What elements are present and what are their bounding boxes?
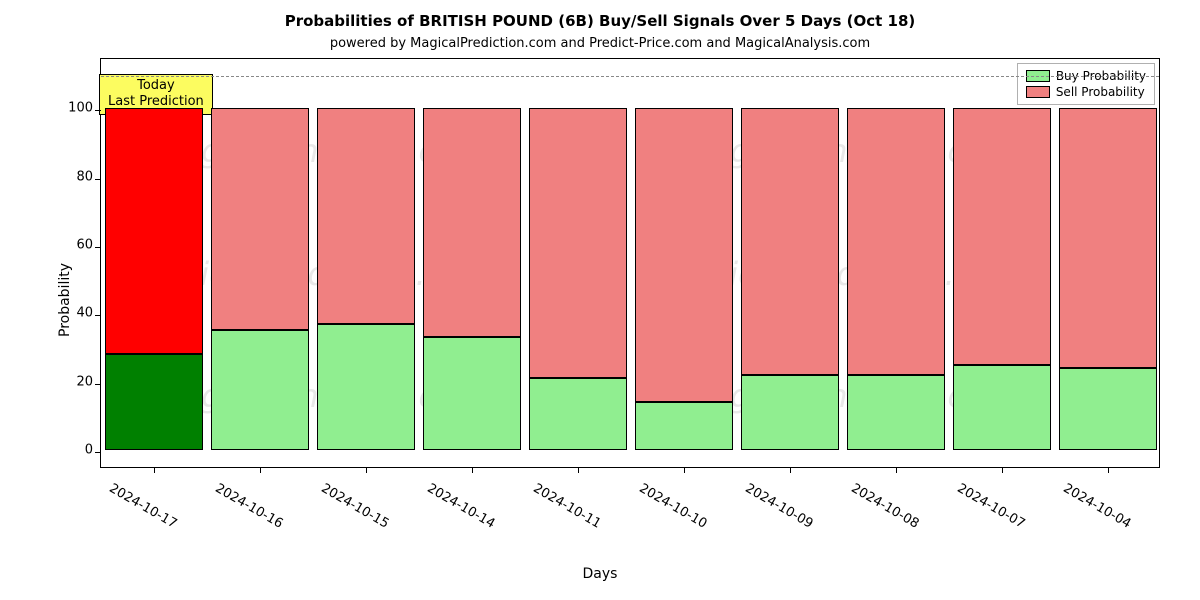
x-tick-mark	[154, 467, 155, 473]
bar-seg-sell	[741, 108, 839, 374]
x-tick-label: 2024-10-11	[531, 481, 604, 532]
bar-seg-sell	[847, 108, 945, 374]
bar-seg-sell	[635, 108, 733, 402]
x-tick-label: 2024-10-15	[319, 481, 392, 532]
x-tick-label: 2024-10-17	[107, 481, 180, 532]
bar-seg-buy	[847, 375, 945, 450]
y-tick-mark	[95, 179, 101, 180]
bar-seg-sell	[211, 108, 309, 330]
bar-stack	[741, 108, 839, 450]
chart-subtitle: powered by MagicalPrediction.com and Pre…	[0, 36, 1200, 51]
y-axis-label: Probability	[57, 263, 73, 337]
x-tick-mark	[578, 467, 579, 473]
x-tick-mark	[260, 467, 261, 473]
reference-line	[101, 76, 1159, 77]
legend-item-sell: Sell Probability	[1026, 84, 1146, 100]
bar-seg-sell	[317, 108, 415, 323]
legend-swatch-sell	[1026, 86, 1050, 98]
x-tick-label: 2024-10-14	[425, 481, 498, 532]
bar-stack	[211, 108, 309, 450]
bar-stack	[1059, 108, 1157, 450]
callout-line1: Today	[108, 78, 204, 94]
y-tick-label: 80	[76, 169, 93, 184]
y-tick-label: 0	[85, 442, 93, 457]
x-tick-mark	[790, 467, 791, 473]
plot-area: Buy Probability Sell Probability Today L…	[100, 58, 1160, 468]
x-tick-mark	[366, 467, 367, 473]
bar-stack	[423, 108, 521, 450]
x-tick-label: 2024-10-04	[1061, 481, 1134, 532]
chart-container: Probabilities of BRITISH POUND (6B) Buy/…	[0, 0, 1200, 600]
bar-seg-sell	[529, 108, 627, 378]
bar-seg-buy	[953, 365, 1051, 450]
bar-stack	[317, 108, 415, 450]
y-tick-label: 100	[68, 101, 93, 116]
bar-seg-buy	[105, 354, 203, 450]
bar-stack	[847, 108, 945, 450]
bar-stack	[953, 108, 1051, 450]
bar-seg-buy	[1059, 368, 1157, 450]
x-tick-label: 2024-10-09	[743, 481, 816, 532]
x-tick-mark	[1002, 467, 1003, 473]
x-tick-mark	[684, 467, 685, 473]
bar-seg-sell	[1059, 108, 1157, 368]
bar-seg-buy	[423, 337, 521, 450]
y-tick-label: 20	[76, 374, 93, 389]
x-tick-label: 2024-10-08	[849, 481, 922, 532]
legend: Buy Probability Sell Probability	[1017, 63, 1155, 105]
y-tick-mark	[95, 247, 101, 248]
x-tick-label: 2024-10-07	[955, 481, 1028, 532]
x-tick-mark	[472, 467, 473, 473]
x-tick-label: 2024-10-16	[213, 481, 286, 532]
y-tick-label: 60	[76, 237, 93, 252]
bar-stack	[105, 108, 203, 450]
bar-seg-buy	[529, 378, 627, 450]
bar-seg-sell	[953, 108, 1051, 364]
y-tick-label: 40	[76, 306, 93, 321]
x-tick-mark	[1108, 467, 1109, 473]
legend-label-sell: Sell Probability	[1056, 85, 1145, 99]
bar-seg-sell	[105, 108, 203, 354]
bar-stack	[635, 108, 733, 450]
y-tick-mark	[95, 384, 101, 385]
y-tick-mark	[95, 110, 101, 111]
bar-seg-buy	[635, 402, 733, 450]
x-axis-label: Days	[0, 566, 1200, 582]
bar-stack	[529, 108, 627, 450]
y-tick-mark	[95, 452, 101, 453]
bar-seg-buy	[317, 324, 415, 450]
x-tick-mark	[896, 467, 897, 473]
bar-seg-buy	[211, 330, 309, 450]
bar-seg-buy	[741, 375, 839, 450]
bar-seg-sell	[423, 108, 521, 337]
y-tick-mark	[95, 315, 101, 316]
chart-title: Probabilities of BRITISH POUND (6B) Buy/…	[0, 12, 1200, 30]
x-tick-label: 2024-10-10	[637, 481, 710, 532]
